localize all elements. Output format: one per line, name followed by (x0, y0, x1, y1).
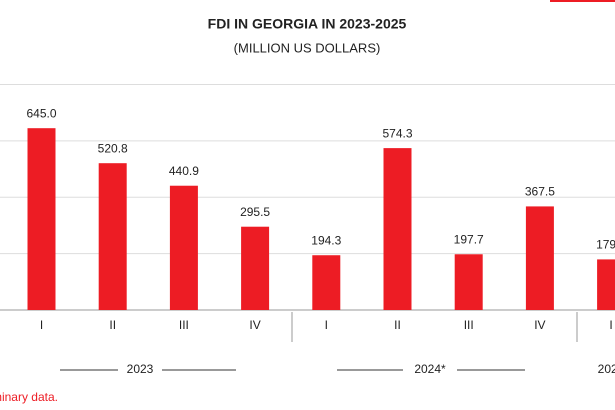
value-label: 367.5 (525, 185, 555, 199)
bar (597, 259, 615, 310)
x-tick-label: I (325, 318, 328, 332)
x-tick-label: II (109, 318, 116, 332)
bar (312, 255, 341, 310)
x-tick-label: III (179, 318, 189, 332)
value-label: 645.0 (26, 106, 56, 120)
value-label: 197.7 (454, 232, 484, 246)
chart-title: FDI IN GEORGIA IN 2023-2025 (208, 16, 407, 32)
bar (27, 128, 56, 310)
bar (383, 148, 412, 310)
value-label: 440.9 (169, 164, 199, 178)
bar (241, 226, 270, 310)
footnote: *Preliminary data. (0, 390, 58, 404)
value-label: 295.5 (240, 205, 270, 219)
value-label: 194.3 (311, 233, 341, 247)
group-label: 2024* (414, 362, 446, 376)
bar (454, 254, 483, 310)
bar (169, 185, 198, 310)
group-label: 2023 (127, 362, 154, 376)
chart-subtitle: (MILLION US DOLLARS) (234, 40, 381, 55)
bar (98, 163, 127, 310)
x-tick-label: III (464, 318, 474, 332)
x-tick-label: I (40, 318, 43, 332)
x-tick-label: I (609, 318, 612, 332)
x-tick-label: IV (249, 318, 260, 332)
value-label: 179.5 (596, 238, 615, 252)
value-label: 574.3 (382, 126, 412, 140)
bar (525, 206, 554, 310)
group-label: 2025 (598, 362, 615, 376)
x-tick-label: IV (534, 318, 545, 332)
value-label: 520.8 (98, 141, 128, 155)
x-tick-label: II (394, 318, 401, 332)
